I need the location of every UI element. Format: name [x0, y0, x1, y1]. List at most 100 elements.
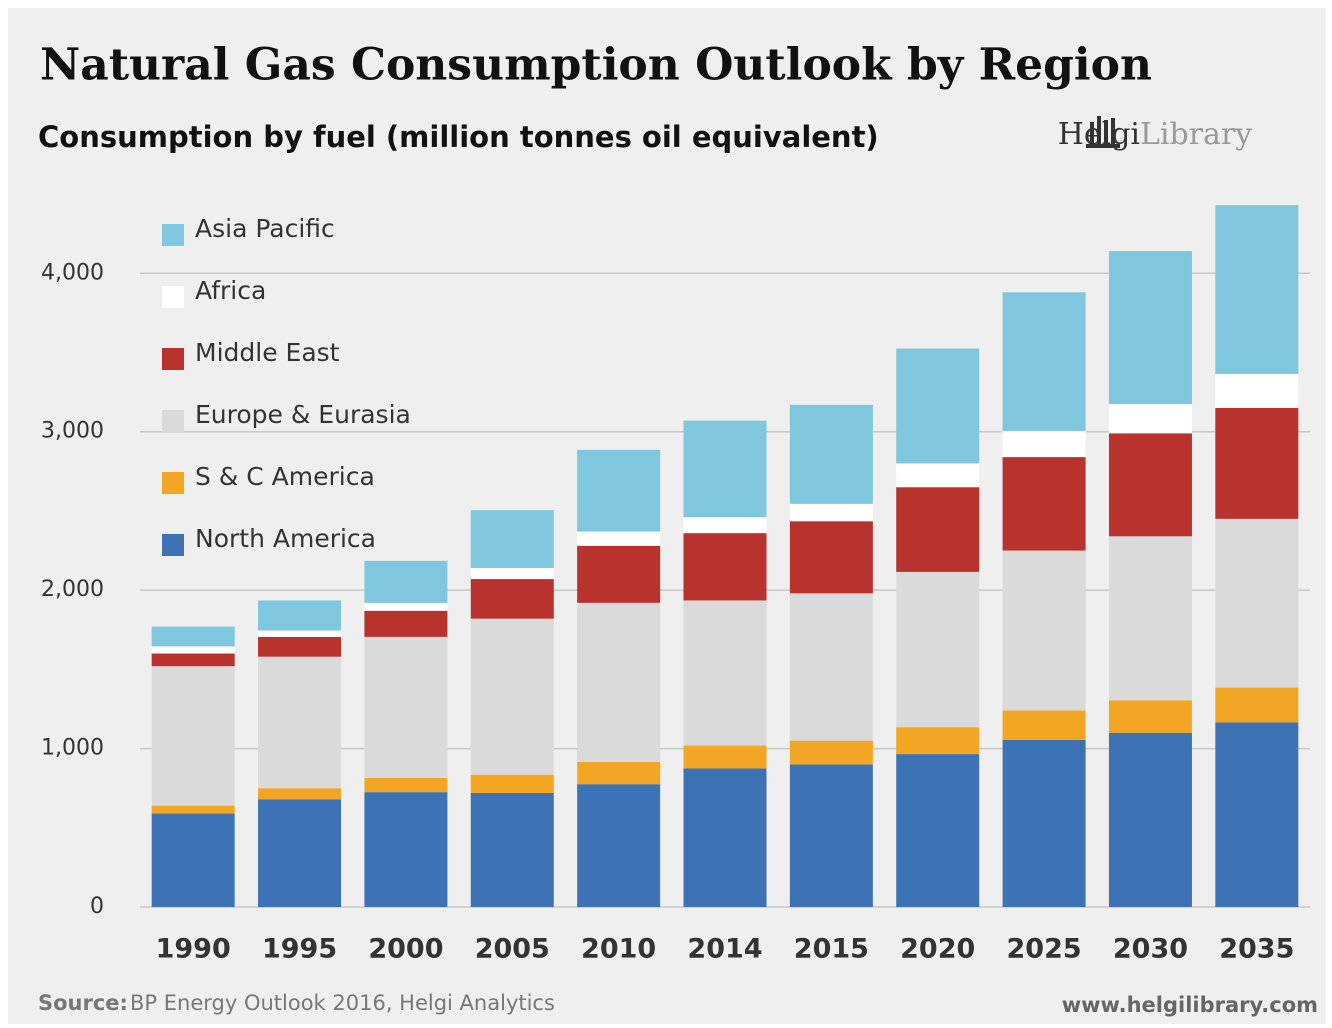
legend-label: S & C America [195, 462, 375, 491]
bar-segment [683, 517, 767, 534]
legend-label: Asia Pacific [195, 214, 335, 243]
bar-segment [577, 545, 661, 603]
bar-segment [683, 420, 767, 518]
bar-segment [364, 792, 448, 907]
bar-segment [151, 653, 235, 667]
logo-light: Library [1140, 117, 1252, 152]
bar-segment [577, 531, 661, 546]
x-tick-label: 2000 [368, 934, 443, 965]
legend-label: North America [195, 524, 376, 553]
bar-segment [364, 602, 448, 611]
bar-segment [1108, 433, 1192, 537]
chart-subtitle: Consumption by fuel (million tonnes oil … [38, 120, 879, 154]
bar-segment [1215, 205, 1299, 374]
bar-segment [151, 646, 235, 654]
bar-segment [683, 600, 767, 746]
x-tick-label: 2030 [1113, 934, 1188, 965]
bar-segment [1108, 700, 1192, 733]
bar-segment [470, 618, 554, 775]
website: www.helgilibrary.com [1062, 993, 1318, 1017]
bar-segment [683, 745, 767, 769]
bar-segment [1002, 292, 1086, 431]
bar-segment [470, 579, 554, 619]
y-tick-label: 0 [90, 894, 104, 919]
bar-segment [896, 754, 980, 907]
bar-segment [1108, 536, 1192, 701]
bar-segment [1215, 407, 1299, 519]
legend-swatch [162, 534, 184, 556]
source-label: Source: [38, 991, 128, 1015]
bar-segment [258, 600, 342, 631]
legend-swatch [162, 472, 184, 494]
bar-segment [258, 656, 342, 789]
bar-segment [151, 805, 235, 814]
x-tick-label: 2005 [475, 934, 550, 965]
bar-segment [896, 727, 980, 755]
x-tick-label: 1990 [156, 934, 231, 965]
legend-label: Africa [195, 276, 266, 305]
bar-segment [1108, 732, 1192, 907]
legend-swatch [162, 224, 184, 246]
bar-segment [1215, 518, 1299, 688]
logo-icon [1086, 116, 1120, 148]
bar-segment [789, 521, 873, 594]
bar-segment [470, 792, 554, 907]
bar-segment [364, 610, 448, 637]
bar-segment [789, 740, 873, 765]
bar-segment [1215, 373, 1299, 408]
source: BP Energy Outlook 2016, Helgi Analytics [130, 991, 555, 1015]
bar-segment [1002, 457, 1086, 551]
bar-segment [789, 764, 873, 907]
legend-swatch [162, 410, 184, 432]
x-tick-label: 2035 [1219, 934, 1294, 965]
bar-segment [896, 463, 980, 488]
bar-segment [577, 602, 661, 763]
bar-segment [896, 348, 980, 464]
bar-segment [1002, 710, 1086, 740]
x-tick-label: 2014 [687, 934, 762, 965]
bar-segment [1108, 251, 1192, 404]
x-tick-label: 2020 [900, 934, 975, 965]
legend-swatch [162, 286, 184, 308]
bar-segment [258, 630, 342, 637]
bar-segment [364, 777, 448, 793]
bar-segment [258, 788, 342, 800]
bar-segment [1215, 687, 1299, 723]
bar-segment [258, 799, 342, 907]
bar-segment [151, 626, 235, 647]
bar-segment [364, 560, 448, 603]
y-tick-label: 4,000 [41, 260, 104, 285]
x-tick-label: 1995 [262, 934, 337, 965]
bar-segment [1215, 722, 1299, 907]
bar-segment [789, 404, 873, 504]
bar-segment [151, 666, 235, 806]
bar-segment [470, 510, 554, 568]
bar-segment [789, 503, 873, 522]
legend-swatch [162, 348, 184, 370]
bar-segment [683, 533, 767, 601]
bar-segment [470, 567, 554, 580]
x-tick-label: 2010 [581, 934, 656, 965]
bar-segment [789, 593, 873, 741]
bar-segment [1002, 550, 1086, 711]
bar-segment [1002, 739, 1086, 907]
bar-segment [896, 571, 980, 728]
bar-segment [151, 813, 235, 907]
legend-label: Middle East [195, 338, 340, 367]
legend-label: Europe & Eurasia [195, 400, 411, 429]
bar-segment [364, 636, 448, 778]
bar-segment [1108, 403, 1192, 434]
bar-segment [577, 784, 661, 907]
bar-segment [577, 762, 661, 785]
bar-segment [577, 449, 661, 532]
y-tick-label: 3,000 [41, 419, 104, 444]
y-tick-label: 2,000 [41, 577, 104, 602]
bar-segment [1002, 430, 1086, 458]
bar-segment [470, 774, 554, 793]
bar-segment [258, 636, 342, 657]
bar-segment [896, 487, 980, 572]
x-tick-label: 2015 [794, 934, 869, 965]
x-tick-label: 2025 [1007, 934, 1082, 965]
